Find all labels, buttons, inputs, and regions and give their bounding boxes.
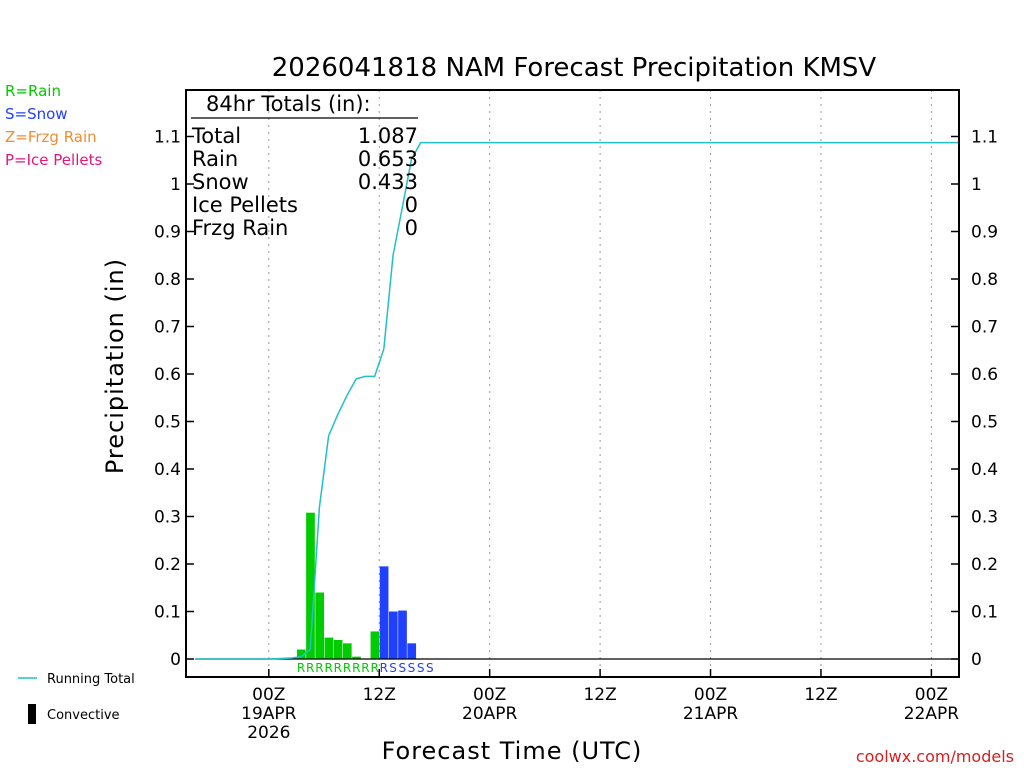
precip-bars: [287, 512, 417, 659]
series-legend: Running Total Convective: [18, 672, 135, 724]
totals-value-3: 0: [405, 193, 418, 217]
y-tick-label-right-3: 0.3: [971, 508, 998, 528]
type-legend-3: P=Ice Pellets: [5, 151, 102, 169]
y-tick-label-left-1: 0.1: [154, 603, 181, 623]
y-tick-label-left-5: 0.5: [154, 413, 181, 433]
plot-frame: [185, 89, 960, 678]
y-tick-label-left-9: 0.9: [154, 223, 181, 243]
x-tick-label-0-2: 2026: [247, 723, 290, 743]
ptype-label-13: S: [417, 661, 425, 675]
x-tick-label-4-1: 21APR: [683, 704, 739, 724]
x-tick-label-5-0: 12Z: [804, 685, 837, 705]
ptype-label-4: R: [334, 661, 342, 675]
y-tick-label-right-10: 1: [971, 175, 982, 195]
totals-label-3: Ice Pellets: [192, 193, 298, 217]
ptype-label-8: R: [370, 661, 378, 675]
totals-value-0: 1.087: [358, 124, 418, 148]
bar-rain-2: [306, 512, 315, 659]
bar-rain-4: [324, 637, 334, 659]
precip-type-legend: R=Rain S=Snow Z=Frzg Rain P=Ice Pellets: [5, 82, 102, 169]
bar-snow-1: [388, 611, 398, 659]
y-tick-label-left-3: 0.3: [154, 508, 181, 528]
totals-value-4: 0: [405, 216, 418, 240]
ptype-label-14: S: [426, 661, 434, 675]
y-axis-left: 0 0.1 0.2 0.3 0.4 0.5 0.6 0.7 0.8 0.9 1 1.1: [154, 128, 194, 670]
y-tick-label-right-11: 1.1: [971, 128, 998, 148]
bar-snow-3: [407, 643, 417, 659]
y-tick-label-right-0: 0: [971, 650, 982, 670]
x-tick-label-2-1: 20APR: [462, 704, 518, 724]
y-tick-label-left-10: 1: [170, 175, 181, 195]
totals-value-2: 0.433: [358, 170, 418, 194]
x-tick-label-6-0: 00Z: [915, 685, 948, 705]
ptype-label-6: R: [352, 661, 360, 675]
ptype-label-1: R: [306, 661, 314, 675]
y-tick-label-left-7: 0.7: [154, 318, 181, 338]
bar-rain-5: [333, 640, 343, 659]
y-tick-label-left-4: 0.4: [154, 460, 181, 480]
ptype-label-9: R: [380, 661, 388, 675]
y-tick-label-right-4: 0.4: [971, 460, 998, 480]
x-tick-label-3-0: 12Z: [583, 685, 616, 705]
totals-label-0: Total: [191, 124, 241, 148]
totals-box: 84hr Totals (in): Total 1.087 Rain 0.653 Snow…: [191, 92, 418, 240]
y-tick-label-right-7: 0.7: [971, 318, 998, 338]
y-tick-label-right-6: 0.6: [971, 365, 998, 385]
ptype-label-10: S: [389, 661, 397, 675]
bar-rain-1: [296, 649, 306, 659]
ptype-label-3: R: [324, 661, 332, 675]
chart-title: 2026041818 NAM Forecast Precipitation KM…: [272, 53, 877, 83]
credit-text: coolwx.com/models: [856, 747, 1014, 766]
ptype-label-5: R: [343, 661, 351, 675]
x-tick-label-4-0: 00Z: [694, 685, 727, 705]
x-tick-label-0-0: 00Z: [252, 685, 285, 705]
x-tick-label-6-1: 22APR: [904, 704, 960, 724]
ptype-label-7: R: [361, 661, 369, 675]
running-total: [195, 141, 959, 660]
ptype-label-12: S: [408, 661, 416, 675]
y-tick-label-left-6: 0.6: [154, 365, 181, 385]
y-tick-label-right-2: 0.2: [971, 555, 998, 575]
line-legend-label-1: Convective: [47, 708, 120, 723]
y-tick-label-right-1: 0.1: [971, 603, 998, 623]
totals-value-1: 0.653: [358, 147, 418, 171]
y-tick-label-left-0: 0: [170, 650, 181, 670]
bar-rain-8: [370, 631, 380, 659]
y-tick-label-left-8: 0.8: [154, 270, 181, 290]
ptype-label-0: R: [297, 661, 305, 675]
y-tick-label-right-9: 0.9: [971, 223, 998, 243]
bar-snow-2: [398, 610, 407, 659]
type-legend-1: S=Snow: [5, 105, 68, 123]
type-legend-0: R=Rain: [5, 82, 61, 100]
totals-label-4: Frzg Rain: [192, 216, 288, 240]
running-total-line: [195, 141, 959, 660]
line-legend-swatch-1: [28, 704, 36, 724]
x-tick-label-1-0: 12Z: [363, 685, 396, 705]
totals-label-1: Rain: [192, 147, 238, 171]
x-axis-label: Forecast Time (UTC): [382, 737, 643, 765]
ptype-label-11: S: [398, 661, 406, 675]
x-tick-label-2-0: 00Z: [473, 685, 506, 705]
y-tick-label-left-2: 0.2: [154, 555, 181, 575]
bar-rain-7: [352, 656, 361, 659]
line-legend-label-0: Running Total: [47, 672, 135, 687]
x-tick-label-0-1: 19APR: [241, 704, 297, 724]
bar-rain-6: [342, 643, 352, 659]
y-axis-label: Precipitation (in): [101, 258, 129, 474]
y-axis-right: 0 0.1 0.2 0.3 0.4 0.5 0.6 0.7 0.8 0.9 1 1.1: [951, 128, 998, 670]
type-legend-2: Z=Frzg Rain: [5, 128, 97, 146]
y-tick-label-right-8: 0.8: [971, 270, 998, 290]
y-tick-label-right-5: 0.5: [971, 413, 998, 433]
bar-rain-3: [315, 592, 325, 659]
y-tick-label-left-11: 1.1: [154, 128, 181, 148]
ptype-label-2: R: [315, 661, 323, 675]
totals-label-2: Snow: [192, 170, 249, 194]
bar-snow-0: [379, 566, 389, 659]
totals-heading: 84hr Totals (in):: [206, 92, 371, 116]
